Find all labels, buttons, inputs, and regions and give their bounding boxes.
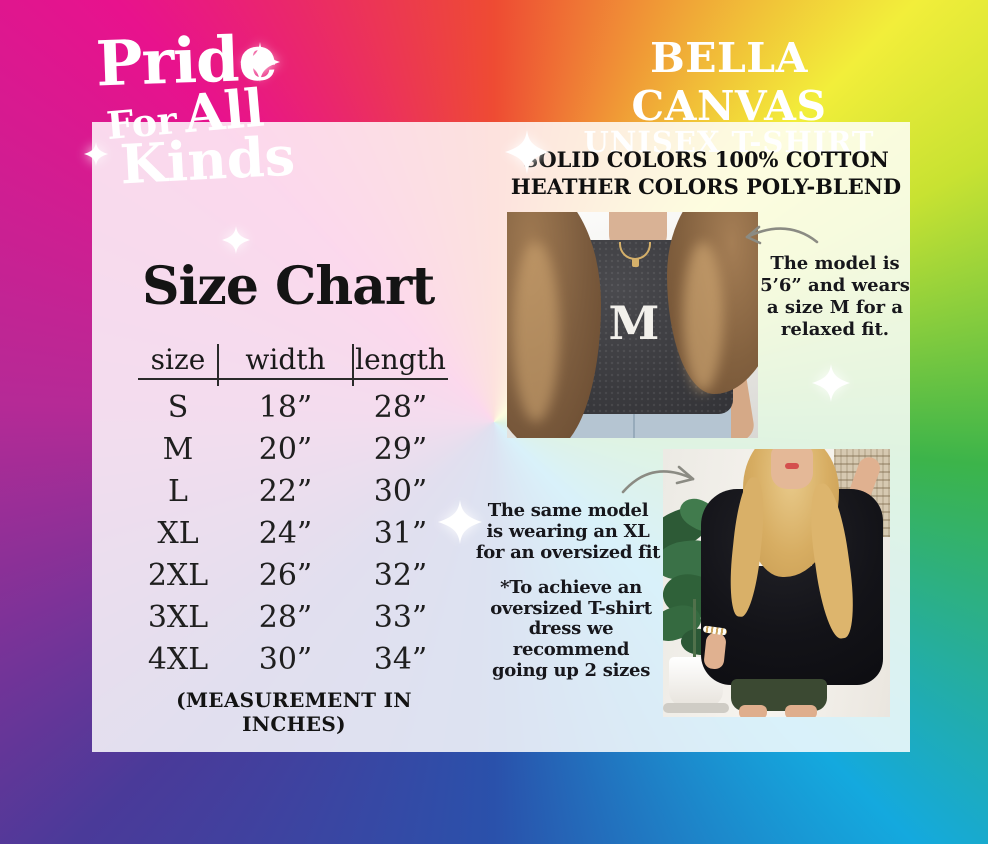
size-chart-title: Size Chart bbox=[142, 256, 435, 317]
header-size: size bbox=[150, 342, 206, 376]
sparkle-icon bbox=[438, 500, 482, 544]
logo-word-kinds: Kinds bbox=[118, 123, 297, 197]
sparkle-icon bbox=[222, 226, 250, 254]
header-width: width bbox=[245, 342, 326, 376]
model-hair-highlight bbox=[683, 242, 723, 392]
table-row: L 22” 30” bbox=[138, 470, 450, 512]
sparkle-icon bbox=[812, 364, 850, 402]
size-cell: S bbox=[167, 389, 189, 425]
table-row: 2XL 26” 32” bbox=[138, 554, 450, 596]
model-leg bbox=[739, 705, 767, 717]
size-cell: 3XL bbox=[147, 599, 209, 635]
plant-stem bbox=[693, 599, 696, 663]
materials-note: SOLID COLORS 100% COTTON HEATHER COLORS … bbox=[498, 146, 914, 201]
length-cell: 29” bbox=[373, 431, 428, 467]
table-row: XL 24” 31” bbox=[138, 512, 450, 554]
sparkle-icon bbox=[240, 42, 280, 82]
sparkle-icon bbox=[84, 142, 108, 166]
width-cell: 18” bbox=[258, 389, 313, 425]
width-cell: 30” bbox=[258, 641, 313, 677]
model-xl-fit-note: The same model is wearing an XL for an o… bbox=[475, 500, 661, 564]
model-lips bbox=[785, 463, 799, 469]
length-cell: 34” bbox=[373, 641, 428, 677]
header-length: length bbox=[355, 342, 446, 376]
curved-arrow-right-icon bbox=[621, 465, 695, 494]
measurement-note: (MEASUREMENT IN INCHES) bbox=[176, 688, 412, 736]
oversized-tip-note: *To achieve an oversized T-shirt dress w… bbox=[490, 577, 652, 681]
model-leg bbox=[785, 705, 817, 717]
size-chart-body: S 18” 28” M 20” 29” L 22” 30” XL 24” 31”… bbox=[138, 386, 450, 680]
table-row: M 20” 29” bbox=[138, 428, 450, 470]
width-cell: 22” bbox=[258, 473, 313, 509]
curved-arrow-left-icon bbox=[745, 225, 819, 245]
model-photo-size-xl: XL bbox=[663, 449, 890, 717]
table-row: 3XL 28” 33” bbox=[138, 596, 450, 638]
tshirt-size-label-m: M bbox=[608, 296, 660, 350]
size-cell: XL bbox=[157, 515, 199, 551]
brand-name: BELLA CANVAS bbox=[631, 34, 827, 130]
width-cell: 24” bbox=[258, 515, 313, 551]
size-cell: 2XL bbox=[147, 557, 209, 593]
table-rule bbox=[138, 378, 448, 380]
pride-for-all-kinds-logo: Pride For All Kinds bbox=[95, 21, 297, 196]
table-divider bbox=[352, 344, 354, 386]
jeans-fly-line bbox=[633, 410, 635, 438]
length-cell: 28” bbox=[373, 389, 428, 425]
size-chart-header-row: size width length bbox=[138, 338, 450, 380]
size-cell: L bbox=[168, 473, 188, 509]
product-brand-heading: BELLA CANVAS UNISEX T-SHIRT bbox=[548, 34, 910, 159]
size-cell: M bbox=[162, 431, 194, 467]
size-cell: 4XL bbox=[147, 641, 209, 677]
sparkle-icon bbox=[505, 130, 549, 174]
table-row: S 18” 28” bbox=[138, 386, 450, 428]
width-cell: 26” bbox=[258, 557, 313, 593]
size-chart-table: size width length S 18” 28” M 20” 29” L … bbox=[138, 338, 450, 680]
length-cell: 32” bbox=[373, 557, 428, 593]
materials-line-1: SOLID COLORS 100% COTTON bbox=[523, 147, 889, 172]
plant-saucer bbox=[663, 703, 729, 713]
length-cell: 31” bbox=[373, 515, 428, 551]
necklace-pendant bbox=[632, 258, 639, 267]
length-cell: 30” bbox=[373, 473, 428, 509]
table-row: 4XL 30” 34” bbox=[138, 638, 450, 680]
width-cell: 28” bbox=[258, 599, 313, 635]
model-photo-size-m: M bbox=[507, 212, 758, 438]
model-hair-highlight bbox=[513, 242, 559, 422]
product-type: UNISEX T-SHIRT bbox=[583, 125, 875, 159]
length-cell: 33” bbox=[373, 599, 428, 635]
table-divider bbox=[217, 344, 219, 386]
model-face bbox=[771, 449, 813, 489]
model-m-note: The model is 5’6” and wears a size M for… bbox=[760, 253, 910, 340]
width-cell: 20” bbox=[258, 431, 313, 467]
materials-line-2: HEATHER COLORS POLY-BLEND bbox=[510, 174, 902, 200]
